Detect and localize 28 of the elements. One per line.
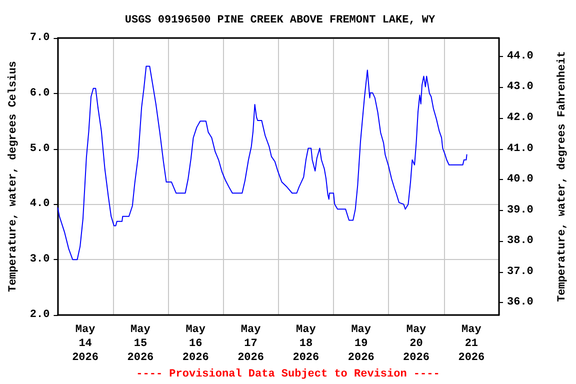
y2-tick-label: 40.0 (507, 174, 534, 186)
y-tick-label: 3.0 (30, 254, 50, 266)
y2-tick-label: 44.0 (507, 50, 534, 62)
x-tick-label: May 15 2026 (127, 324, 154, 364)
y2-tick-label: 42.0 (507, 112, 534, 124)
y2-tick-label: 43.0 (507, 81, 534, 94)
x-tick-label: May 16 2026 (182, 324, 209, 364)
line-series (57, 66, 468, 260)
chart-title: USGS 09196500 PINE CREEK ABOVE FREMONT LAKE, WY (124, 14, 436, 26)
x-tick-label: May 19 2026 (348, 324, 374, 364)
x-tick-label: May 17 2026 (238, 324, 264, 364)
x-tick-label: May 20 2026 (403, 324, 430, 364)
x-tick-label: May 21 2026 (458, 324, 485, 364)
y2-tick-label: 36.0 (507, 296, 534, 309)
x-tick-label: May 18 2026 (292, 324, 320, 364)
y2-tick-label: 38.0 (507, 235, 534, 248)
text: ---- Provisional Data Subject to Revision ---- (136, 368, 440, 380)
y-axis-title: Temperature, water, degrees Celsius (8, 60, 20, 292)
y-tick-label: 6.0 (30, 87, 50, 100)
y-tick-label: 5.0 (30, 142, 50, 155)
y2-axis-title: Temperature, water, degrees Fahrenheit (556, 51, 568, 302)
y-tick-label: 7.0 (30, 32, 50, 44)
y-tick-label: 2.0 (30, 309, 50, 321)
x-tick-label: May 14 2026 (72, 324, 98, 364)
y2-tick-label: 39.0 (507, 204, 534, 216)
y2-tick-label: 37.0 (507, 266, 534, 278)
y-tick-label: 4.0 (30, 198, 50, 210)
y2-tick-label: 41.0 (507, 142, 534, 155)
